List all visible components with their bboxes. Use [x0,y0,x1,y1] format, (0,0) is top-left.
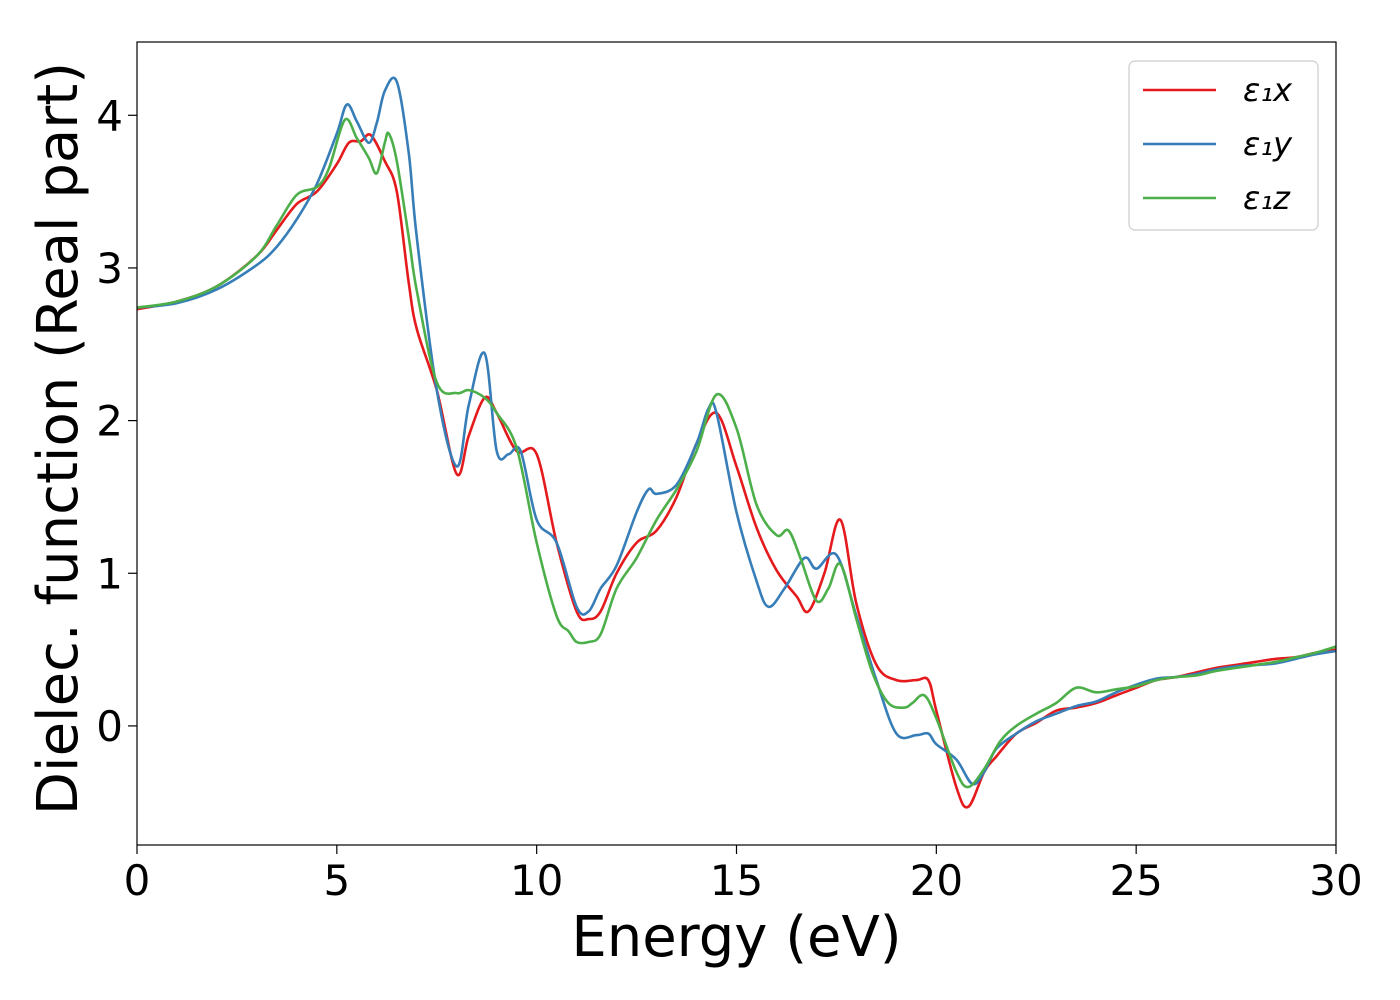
x-axis-ticks: 0 5 10 15 20 25 30 [124,845,1363,905]
x-tick-label: 15 [710,856,763,905]
x-tick-label: 10 [510,856,563,905]
series-line-3 [137,117,1336,789]
x-tick-label: 25 [1109,856,1162,905]
y-tick-label: 3 [96,244,123,293]
y-axis-ticks: 0 1 2 3 4 [96,91,137,751]
y-tick-label: 4 [96,91,123,140]
legend-label: ε₁y [1243,125,1293,163]
x-tick-label: 5 [323,856,350,905]
x-tick-label: 0 [124,856,151,905]
series-line-1 [137,133,1336,809]
legend-label: ε₁x [1243,71,1293,109]
y-tick-label: 1 [96,549,123,598]
x-axis-title: Energy (eV) [571,905,901,970]
y-tick-label: 0 [96,702,123,751]
series-layer [137,76,1336,809]
y-tick-label: 2 [96,397,123,446]
legend-label: ε₁z [1243,179,1291,217]
legend: ε₁x ε₁y ε₁z [1128,60,1319,231]
y-axis-title: Dielec. function (Real part) [26,62,91,815]
legend-box [1128,60,1319,231]
x-tick-label: 20 [910,856,963,905]
x-tick-label: 30 [1309,856,1362,905]
